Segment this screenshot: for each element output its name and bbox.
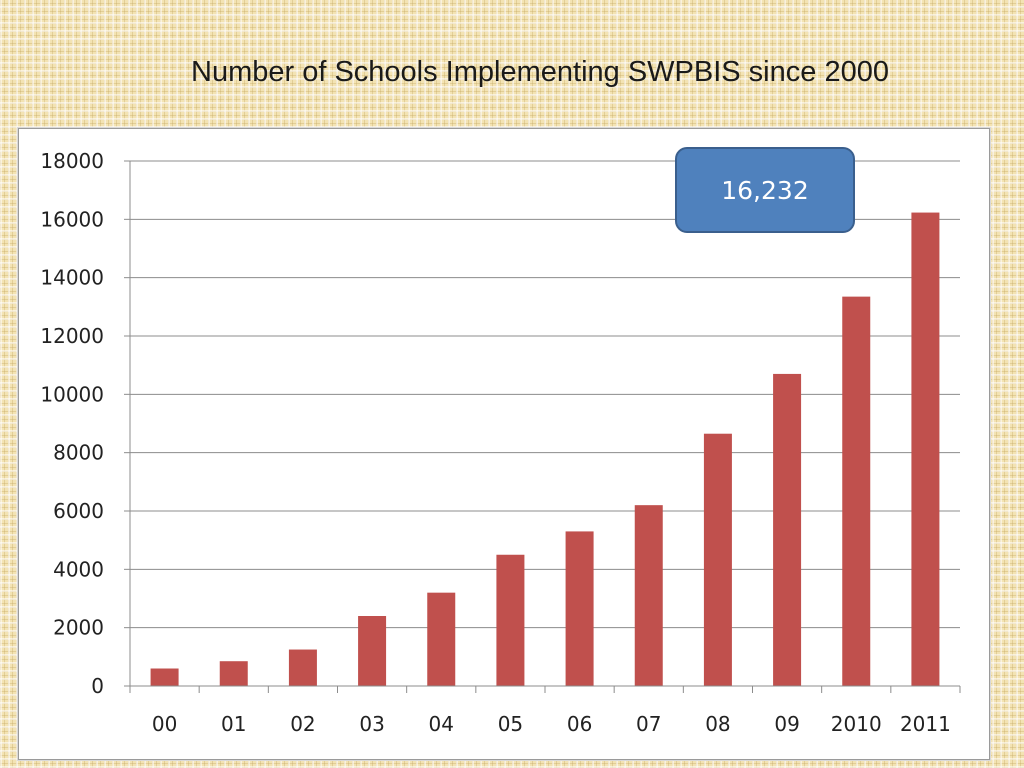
x-tick-label: 2011	[900, 712, 951, 736]
x-tick-label: 03	[359, 712, 384, 736]
bar-04	[427, 592, 456, 686]
x-tick-label: 08	[705, 712, 730, 736]
bar-07	[634, 505, 663, 686]
x-tick-label: 00	[152, 712, 177, 736]
x-tick-label: 09	[774, 712, 799, 736]
bar-03	[358, 616, 387, 686]
x-tick-label: 05	[498, 712, 523, 736]
y-tick-label: 0	[91, 674, 104, 698]
total-callout-badge: 16,232	[675, 147, 855, 233]
y-tick-label: 8000	[53, 441, 104, 465]
bar-08	[703, 433, 732, 686]
bar-05	[496, 554, 525, 686]
y-tick-label: 6000	[53, 499, 104, 523]
x-tick-label: 06	[567, 712, 592, 736]
axes	[124, 160, 961, 693]
y-tick-labels: 0 2000 4000 6000 8000 10000 12000 14000 16000 180…	[40, 149, 104, 698]
bar-09	[773, 373, 802, 686]
y-tick-label: 4000	[53, 557, 104, 581]
x-tick-labels: 00 01 02 03 04 05 06 07 08 09 2010 2011	[152, 712, 951, 736]
x-tick-label: 07	[636, 712, 661, 736]
x-tick-label: 2010	[831, 712, 882, 736]
y-tick-label: 12000	[40, 324, 104, 348]
y-tick-label: 18000	[40, 149, 104, 173]
gridlines	[130, 160, 960, 629]
bars	[150, 212, 940, 687]
x-tick-label: 01	[221, 712, 246, 736]
bar-06	[565, 531, 594, 686]
bar-2011	[911, 212, 940, 687]
y-tick-label: 16000	[40, 207, 104, 231]
bar-2010	[842, 296, 871, 686]
y-tick-label: 10000	[40, 382, 104, 406]
bar-01	[219, 661, 248, 686]
y-tick-label: 2000	[53, 616, 104, 640]
bar-02	[288, 649, 317, 686]
x-tick-label: 04	[429, 712, 454, 736]
slide-title: Number of Schools Implementing SWPBIS si…	[191, 56, 889, 88]
y-tick-label: 14000	[40, 266, 104, 290]
x-tick-label: 02	[290, 712, 315, 736]
bar-00	[150, 668, 179, 686]
